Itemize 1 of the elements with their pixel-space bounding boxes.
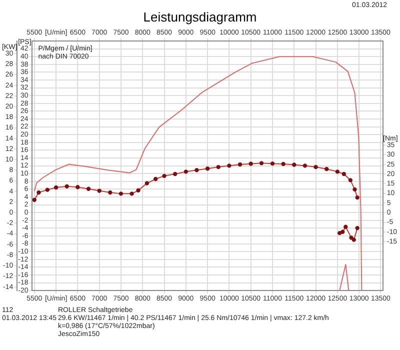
- chart-title: Leistungsdiagramm: [143, 9, 257, 24]
